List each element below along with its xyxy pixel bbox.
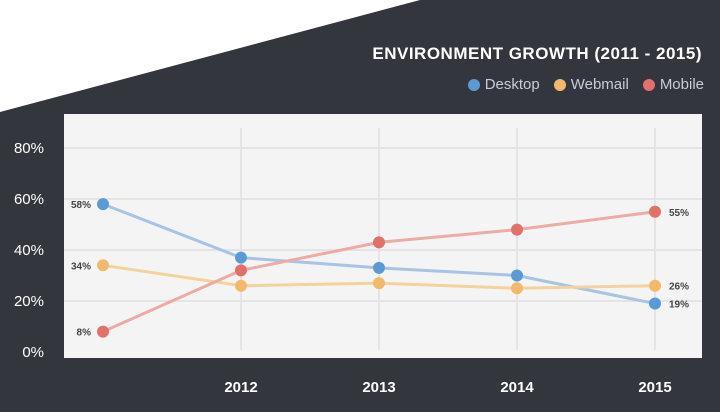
data-label: 8% <box>77 328 92 339</box>
y-tick-label: 20% <box>14 293 44 310</box>
data-point-desktop <box>649 297 661 310</box>
legend-item-webmail: Webmail <box>553 76 629 93</box>
data-label: 26% <box>669 282 689 293</box>
data-label: 34% <box>71 261 91 272</box>
legend-label-desktop: Desktop <box>484 76 540 93</box>
chart-title: ENVIRONMENT GROWTH (2011 - 2015) <box>372 44 702 63</box>
data-point-webmail <box>373 277 385 290</box>
x-tick-label: 2012 <box>224 379 257 396</box>
data-point-webmail <box>511 282 523 295</box>
y-tick-label: 80% <box>14 140 44 157</box>
data-label: 55% <box>669 208 689 219</box>
legend-swatch-mobile <box>642 78 655 91</box>
x-tick-label: 2013 <box>362 379 395 396</box>
legend-item-mobile: Mobile <box>642 76 704 93</box>
data-labels: 58% 34% 8% 55% 26% 19% <box>71 200 689 339</box>
legend-swatch-desktop <box>467 78 480 91</box>
data-point-desktop <box>511 269 523 282</box>
series-points <box>97 198 661 338</box>
legend-item-desktop: Desktop <box>467 76 540 93</box>
data-point-mobile <box>97 325 109 338</box>
legend-label-mobile: Mobile <box>659 76 704 93</box>
y-axis-labels: 80% 60% 40% 20% 0% <box>14 140 44 361</box>
data-point-mobile <box>373 236 385 249</box>
x-axis-labels: 2012 2013 2014 2015 <box>224 379 671 396</box>
data-point-desktop <box>97 198 109 211</box>
x-tick-label: 2014 <box>500 379 534 396</box>
data-point-mobile <box>511 223 523 236</box>
legend: Desktop Webmail Mobile <box>467 76 704 93</box>
data-point-mobile <box>649 205 661 218</box>
background-white-wedge <box>0 0 420 112</box>
y-tick-label: 0% <box>22 344 44 361</box>
x-tick-label: 2015 <box>638 379 671 396</box>
data-point-desktop <box>235 251 247 264</box>
data-point-webmail <box>649 279 661 292</box>
data-point-desktop <box>373 261 385 274</box>
legend-label-webmail: Webmail <box>570 76 629 93</box>
data-point-webmail <box>97 259 109 272</box>
y-tick-label: 40% <box>14 242 44 259</box>
plot-panel <box>64 114 702 358</box>
legend-swatch-webmail <box>553 78 566 91</box>
data-label: 19% <box>669 300 689 311</box>
data-point-mobile <box>235 264 247 277</box>
data-label: 58% <box>71 200 91 211</box>
data-point-webmail <box>235 279 247 292</box>
y-tick-label: 60% <box>14 191 44 208</box>
